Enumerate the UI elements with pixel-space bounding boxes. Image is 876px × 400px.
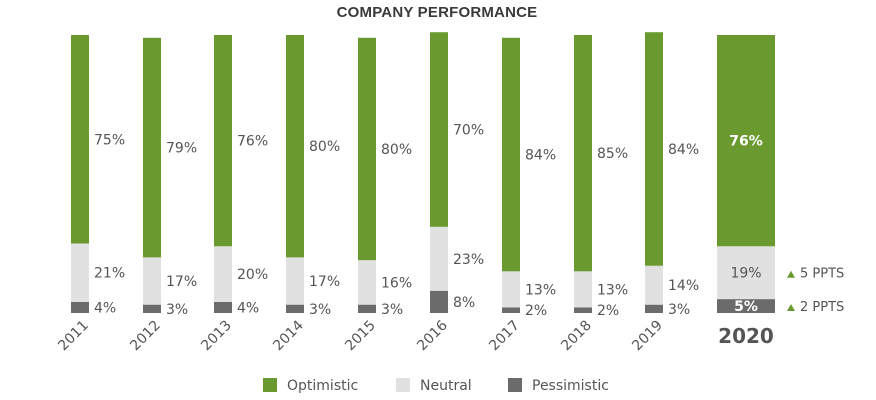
label-optimistic-2014: 80% [309, 139, 340, 155]
tick-label-2013: 2013 [198, 318, 235, 355]
label-pessimistic-2012: 3% [166, 302, 188, 318]
bar-pessimistic-2012 [143, 304, 161, 313]
label-pessimistic-2016: 8% [453, 295, 475, 311]
label-pessimistic-2017: 2% [525, 303, 547, 319]
label-neutral-2015: 16% [381, 275, 412, 291]
bar-neutral-2015 [358, 260, 376, 305]
tick-label-2014: 2014 [270, 317, 307, 354]
legend-label-neutral: Neutral [420, 378, 472, 394]
label-neutral-2019: 14% [668, 278, 699, 294]
delta-label-pessimistic: 2 PPTS [800, 300, 844, 315]
delta-arrow-pessimistic-icon [787, 304, 795, 312]
bar-neutral-2018 [574, 271, 592, 308]
bar-pessimistic-2017 [502, 307, 520, 313]
label-optimistic-2018: 85% [597, 146, 628, 162]
label-neutral-2014: 17% [309, 274, 340, 290]
bar-optimistic-2018 [574, 35, 592, 272]
bar-neutral-2013 [214, 246, 232, 302]
label-pessimistic-2014: 3% [309, 302, 331, 318]
bar-optimistic-2014 [286, 35, 304, 258]
label-optimistic-2017: 84% [525, 148, 556, 164]
label-optimistic-2019: 84% [668, 142, 699, 158]
label-neutral-2017: 13% [525, 282, 556, 298]
bar-optimistic-2012 [143, 37, 161, 258]
label-optimistic-2015: 80% [381, 142, 412, 158]
tick-label-2019: 2019 [629, 318, 666, 355]
bar-optimistic-2019 [645, 32, 663, 266]
label-pessimistic-2020: 5% [734, 299, 758, 315]
label-optimistic-2011: 75% [94, 132, 125, 148]
bar-neutral-2019 [645, 265, 663, 305]
bar-optimistic-2020 [717, 35, 775, 247]
legend-swatch-optimistic [263, 378, 277, 392]
tick-label-2017: 2017 [486, 318, 523, 355]
bar-pessimistic-2020 [717, 299, 775, 313]
legend: Optimistic Neutral Pessimistic [263, 378, 609, 394]
bar-optimistic-2017 [502, 37, 520, 272]
tick-label-2016: 2016 [414, 317, 451, 354]
tick-label-2011: 2011 [55, 318, 92, 355]
label-neutral-2011: 21% [94, 266, 125, 282]
label-pessimistic-2018: 2% [597, 303, 619, 319]
label-pessimistic-2015: 3% [381, 302, 403, 318]
bar-optimistic-2016 [430, 32, 448, 227]
legend-swatch-neutral [396, 378, 410, 392]
tick-label-2015: 2015 [342, 318, 379, 355]
label-optimistic-2020: 76% [729, 134, 763, 150]
legend-swatch-pessimistic [508, 378, 522, 392]
tick-label-2020: 2020 [718, 324, 774, 348]
bar-neutral-2020 [717, 246, 775, 300]
legend-label-pessimistic: Pessimistic [532, 378, 609, 394]
label-optimistic-2012: 79% [166, 141, 197, 157]
label-neutral-2018: 13% [597, 282, 628, 298]
bar-pessimistic-2019 [645, 304, 663, 313]
bar-pessimistic-2011 [71, 301, 89, 313]
label-neutral-2016: 23% [453, 252, 484, 268]
bar-pessimistic-2013 [214, 301, 232, 313]
bar-optimistic-2013 [214, 35, 232, 247]
label-optimistic-2013: 76% [237, 134, 268, 150]
bar-neutral-2016 [430, 226, 448, 291]
label-neutral-2013: 20% [237, 267, 268, 283]
bar-optimistic-2011 [71, 35, 89, 244]
bar-neutral-2017 [502, 271, 520, 308]
delta-label-neutral: 5 PPTS [800, 267, 844, 282]
legend-label-optimistic: Optimistic [287, 378, 358, 394]
label-pessimistic-2011: 4% [94, 300, 116, 316]
chart-title: COMPANY PERFORMANCE [337, 4, 538, 21]
bar-pessimistic-2016 [430, 290, 448, 313]
bar-pessimistic-2018 [574, 307, 592, 313]
label-pessimistic-2019: 3% [668, 302, 690, 318]
bar-optimistic-2015 [358, 37, 376, 261]
bars-group: 4% 21% 75% 2011 3% 17% 79% 2012 4% 20% 76% 2013 3% 17… [55, 32, 844, 354]
bar-pessimistic-2014 [286, 304, 304, 313]
label-neutral-2020: 19% [730, 266, 761, 282]
bar-pessimistic-2015 [358, 304, 376, 313]
bar-neutral-2012 [143, 257, 161, 305]
bar-neutral-2011 [71, 243, 89, 302]
delta-arrow-neutral-icon [787, 270, 795, 278]
label-neutral-2012: 17% [166, 274, 197, 290]
label-optimistic-2016: 70% [453, 123, 484, 139]
bar-neutral-2014 [286, 257, 304, 305]
tick-label-2018: 2018 [558, 318, 595, 355]
tick-label-2012: 2012 [127, 318, 164, 355]
label-pessimistic-2013: 4% [237, 300, 259, 316]
